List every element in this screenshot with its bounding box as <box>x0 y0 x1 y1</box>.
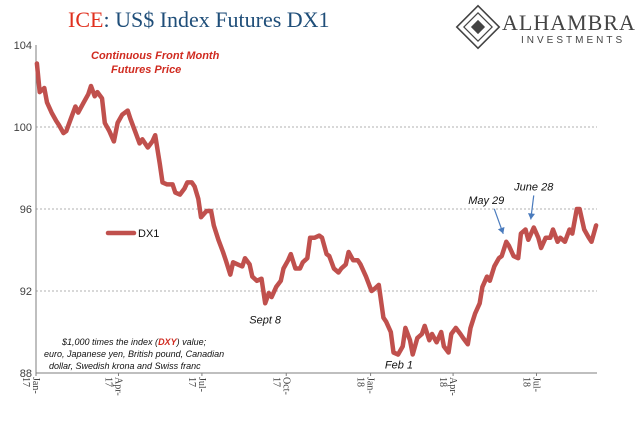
x-tick-text: Jan-17 <box>20 377 41 394</box>
chart-title-rest: : US$ Index Futures DX1 <box>103 7 329 32</box>
annotation-label-2: May 29 <box>468 195 504 207</box>
gridlines <box>36 126 597 292</box>
chart-title: ICE: US$ Index Futures DX1 <box>68 7 330 32</box>
subtitle-line2: Futures Price <box>111 64 181 76</box>
y-tick-label-100: 100 <box>14 122 32 134</box>
y-tick-label-96: 96 <box>20 204 32 216</box>
footnote-line1-after: ) value; <box>176 337 207 347</box>
annotation-arrowhead-3 <box>528 213 535 220</box>
footnote-highlight: DXY <box>158 337 178 347</box>
y-tick-label-92: 92 <box>20 286 32 298</box>
x-tick-label-6: Jul-18 <box>521 377 542 392</box>
x-tick-text: Jul-18 <box>521 377 542 392</box>
y-tick-label-88: 88 <box>20 368 32 380</box>
x-tick-text: Apr-17 <box>103 377 124 396</box>
x-tick-label-0: Jan-17 <box>20 377 41 394</box>
footnote-line1-before: $1,000 times the index ( <box>61 337 159 347</box>
x-tick-text: Oct-17 <box>270 377 291 395</box>
logo-name: ALHAMBRA <box>502 10 636 35</box>
x-tick-label-2: Jul-17 <box>186 377 207 392</box>
annotation-arrowhead-2 <box>497 227 505 234</box>
y-tick-label-104: 104 <box>14 40 32 52</box>
alhambra-logo: ALHAMBRA INVESTMENTS <box>455 4 636 50</box>
x-tick-label-4: Jan-18 <box>355 377 376 394</box>
annotation-label-0: Sept 8 <box>249 314 282 326</box>
annotation-label-1: Feb 1 <box>385 360 413 372</box>
x-tick-label-3: Oct-17 <box>270 377 291 395</box>
y-axis-ticks: 88 92 96 100 104 <box>14 40 32 380</box>
footnote-line1: $1,000 times the index (DXY) value; <box>61 337 207 347</box>
subtitle-line1: Continuous Front Month <box>91 50 220 62</box>
x-tick-text: Apr-18 <box>437 377 458 396</box>
footnote-line2: euro, Japanese yen, British pound, Canad… <box>44 349 224 359</box>
series-line-dx1 <box>34 61 599 357</box>
series-layer <box>34 61 599 357</box>
x-tick-label-5: Apr-18 <box>437 377 458 396</box>
x-tick-label-1: Apr-17 <box>103 377 124 396</box>
x-tick-text: Jan-18 <box>355 377 376 394</box>
annotations: Sept 8 Feb 1 May 29 June 28 <box>249 181 554 371</box>
logo-emblem-icon <box>455 4 501 50</box>
axes <box>35 45 597 376</box>
footnote-line3: dollar, Swedish krona and Swiss franc <box>49 361 201 371</box>
chart-title-prefix: ICE <box>68 7 103 32</box>
x-tick-text: Jul-17 <box>186 377 207 392</box>
logo-sub: INVESTMENTS <box>521 35 625 46</box>
legend: DX1 <box>105 228 159 240</box>
x-axis-ticks: Jan-17 Apr-17 Jul-17 Oct-17 Jan-18 Apr-18 Jul-… <box>20 377 542 396</box>
legend-label-dx1: DX1 <box>138 228 159 240</box>
annotation-label-3: June 28 <box>513 181 554 193</box>
